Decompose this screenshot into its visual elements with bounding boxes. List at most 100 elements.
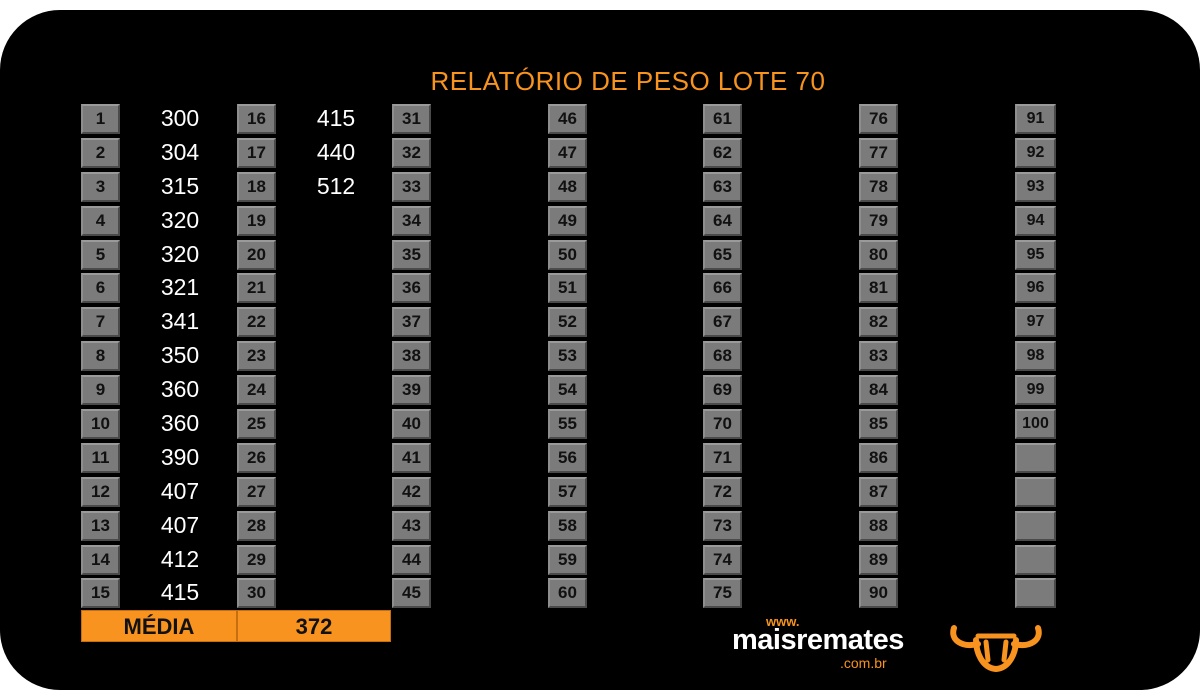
grid-cell: 49 bbox=[548, 204, 608, 238]
weight-value: 321 bbox=[160, 274, 200, 301]
lot-number: 74 bbox=[703, 544, 742, 575]
grid-cell: 39 bbox=[392, 373, 452, 407]
lot-number: 61 bbox=[703, 104, 742, 134]
lot-number: 75 bbox=[703, 578, 742, 609]
bull-head-icon bbox=[950, 625, 1042, 672]
average-label: MÉDIA bbox=[81, 610, 237, 642]
lot-number: 4 bbox=[81, 205, 120, 236]
lot-number: 86 bbox=[859, 442, 898, 473]
lot-number: 47 bbox=[548, 137, 587, 168]
lot-number: 93 bbox=[1015, 171, 1056, 202]
lot-number: 87 bbox=[859, 476, 898, 507]
grid-cell: 34 bbox=[392, 204, 452, 238]
lot-number: 1 bbox=[81, 104, 120, 134]
grid-cell: 92 bbox=[1015, 136, 1075, 170]
report-panel bbox=[0, 10, 1200, 690]
grid-cell: 68 bbox=[703, 339, 763, 373]
grid-cell: 74 bbox=[703, 543, 763, 577]
grid-column: 76 77 78 79 80 81 82 83 84 85 86 87 88 89 90 bbox=[859, 102, 919, 610]
grid-cell: 33 bbox=[392, 170, 452, 204]
lot-number: 50 bbox=[548, 239, 587, 270]
lot-number: 100 bbox=[1015, 409, 1056, 440]
lot-number: 19 bbox=[237, 205, 276, 236]
grid-cell bbox=[1015, 475, 1075, 509]
grid-cell: 29 bbox=[237, 543, 297, 577]
weight-value: 320 bbox=[160, 240, 200, 267]
lot-number: 70 bbox=[703, 409, 742, 440]
lot-number: 67 bbox=[703, 307, 742, 338]
weight-value: 512 bbox=[316, 172, 356, 199]
grid-cell: 47 bbox=[548, 136, 608, 170]
grid-cell: 54 bbox=[548, 373, 608, 407]
lot-number: 33 bbox=[392, 171, 431, 202]
lot-number: 49 bbox=[548, 205, 587, 236]
grid-cell: 100 bbox=[1015, 407, 1075, 441]
weight-value: 407 bbox=[160, 477, 200, 504]
grid-cell: 75 bbox=[703, 576, 763, 610]
grid-cell: 53 bbox=[548, 339, 608, 373]
grid-cell: 62 bbox=[703, 136, 763, 170]
lot-number bbox=[1015, 442, 1056, 473]
grid-cell: 80 bbox=[859, 238, 919, 272]
lot-number: 20 bbox=[237, 239, 276, 270]
grid-cell: 40 bbox=[392, 407, 452, 441]
lot-number: 96 bbox=[1015, 273, 1056, 304]
lot-number: 25 bbox=[237, 409, 276, 440]
grid-cell: 16 415 bbox=[237, 102, 355, 136]
lot-number bbox=[1015, 544, 1056, 575]
lot-number: 94 bbox=[1015, 205, 1056, 236]
weight-value: 440 bbox=[316, 138, 356, 165]
lot-number bbox=[1015, 476, 1056, 507]
grid-cell: 46 bbox=[548, 102, 608, 136]
lot-number: 57 bbox=[548, 476, 587, 507]
lot-number: 73 bbox=[703, 510, 742, 541]
lot-number: 36 bbox=[392, 273, 431, 304]
lot-number: 90 bbox=[859, 578, 898, 609]
grid-column: 1 300 2 304 3 315 4 320 5 320 6 321 7 341 8 350 9 360 10 36… bbox=[81, 102, 199, 610]
grid-cell: 23 bbox=[237, 339, 297, 373]
lot-number: 8 bbox=[81, 341, 120, 372]
lot-number: 41 bbox=[392, 442, 431, 473]
weight-value: 360 bbox=[160, 410, 200, 437]
grid-cell: 51 bbox=[548, 271, 608, 305]
grid-cell: 65 bbox=[703, 238, 763, 272]
grid-cell: 15 415 bbox=[81, 576, 199, 610]
grid-cell: 93 bbox=[1015, 170, 1075, 204]
lot-number: 44 bbox=[392, 544, 431, 575]
report-title: RELATÓRIO DE PESO LOTE 70 bbox=[430, 66, 826, 96]
lot-number: 23 bbox=[237, 341, 276, 372]
lot-number: 53 bbox=[548, 341, 587, 372]
grid-cell: 9 360 bbox=[81, 373, 199, 407]
lot-number: 81 bbox=[859, 273, 898, 304]
lot-number: 5 bbox=[81, 239, 120, 270]
grid-cell: 14 412 bbox=[81, 543, 199, 577]
grid-cell: 52 bbox=[548, 305, 608, 339]
grid-cell: 45 bbox=[392, 576, 452, 610]
lot-number: 9 bbox=[81, 375, 120, 406]
lot-number: 46 bbox=[548, 104, 587, 134]
grid-cell: 36 bbox=[392, 271, 452, 305]
lot-number: 82 bbox=[859, 307, 898, 338]
grid-cell: 56 bbox=[548, 441, 608, 475]
grid-cell: 41 bbox=[392, 441, 452, 475]
grid-cell: 11 390 bbox=[81, 441, 199, 475]
lot-number: 84 bbox=[859, 375, 898, 406]
lot-number: 68 bbox=[703, 341, 742, 372]
lot-number: 64 bbox=[703, 205, 742, 236]
lot-number: 99 bbox=[1015, 375, 1056, 406]
lot-number: 59 bbox=[548, 544, 587, 575]
grid-cell: 24 bbox=[237, 373, 297, 407]
lot-number: 7 bbox=[81, 307, 120, 338]
grid-cell: 89 bbox=[859, 543, 919, 577]
lot-number: 3 bbox=[81, 171, 120, 202]
lot-number: 83 bbox=[859, 341, 898, 372]
grid-column: 61 62 63 64 65 66 67 68 69 70 71 72 73 74 75 bbox=[703, 102, 763, 610]
weight-value: 304 bbox=[160, 138, 200, 165]
lot-number: 42 bbox=[392, 476, 431, 507]
lot-number: 65 bbox=[703, 239, 742, 270]
grid-cell: 42 bbox=[392, 475, 452, 509]
lot-number: 97 bbox=[1015, 307, 1056, 338]
grid-cell: 38 bbox=[392, 339, 452, 373]
lot-number: 52 bbox=[548, 307, 587, 338]
grid-cell: 50 bbox=[548, 238, 608, 272]
